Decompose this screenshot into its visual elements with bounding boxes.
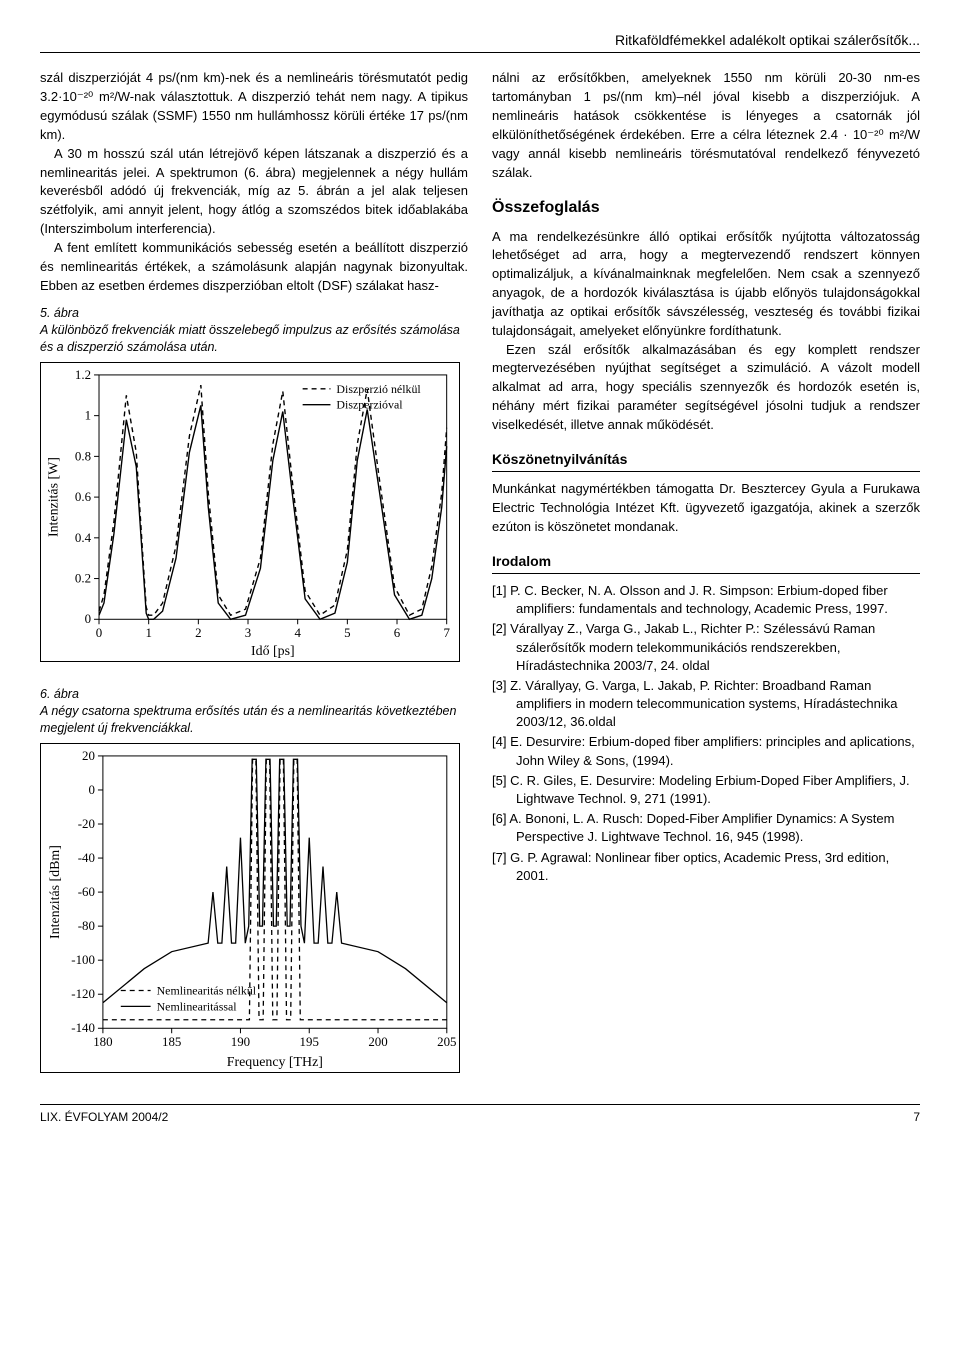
figure-6-chart: -140 -120 -100 -80 -60 -40 -20 0 20 180 185 190 195 2… (40, 743, 460, 1073)
svg-text:1: 1 (85, 408, 91, 423)
svg-text:-100: -100 (71, 952, 95, 967)
acknowledgements-body: Munkánkat nagymértékben támogatta Dr. Be… (492, 480, 920, 537)
svg-text:185: 185 (162, 1034, 181, 1049)
svg-text:1: 1 (145, 625, 151, 640)
svg-text:0.6: 0.6 (75, 489, 92, 504)
running-header: Ritkaföldfémekkel adalékolt optikai szál… (40, 30, 920, 53)
svg-text:20: 20 (82, 747, 95, 762)
svg-text:5: 5 (344, 625, 350, 640)
reference-item: [5] C. R. Giles, E. Desurvire: Modeling … (492, 772, 920, 808)
svg-text:6: 6 (394, 625, 401, 640)
svg-text:0: 0 (96, 625, 102, 640)
summary-heading: Összefoglalás (492, 196, 920, 219)
body-paragraph: A 30 m hosszú szál után létrejövő képen … (40, 145, 468, 239)
figure-5-chart: 0 0.2 0.4 0.6 0.8 1 1.2 0 1 2 3 4 5 6 7 Idő [ps] Intenzi… (40, 362, 460, 662)
svg-text:Intenzitás [W]: Intenzitás [W] (46, 457, 61, 537)
svg-text:205: 205 (437, 1034, 456, 1049)
reference-item: [6] A. Bononi, L. A. Rusch: Doped-Fiber … (492, 810, 920, 846)
body-paragraph: Ezen szál erősítők alkalmazásában és egy… (492, 341, 920, 435)
svg-text:0: 0 (88, 781, 94, 796)
footer-page-number: 7 (913, 1109, 920, 1126)
reference-item: [1] P. C. Becker, N. A. Olsson and J. R.… (492, 582, 920, 618)
svg-text:-20: -20 (78, 816, 95, 831)
body-paragraph: szál diszperzióját 4 ps/(nm km)-nek és a… (40, 69, 468, 144)
body-paragraph: nálni az erősítőkben, amelyeknek 1550 nm… (492, 69, 920, 182)
svg-text:Nemlinearitással: Nemlinearitással (157, 999, 238, 1013)
svg-text:2: 2 (195, 625, 201, 640)
svg-text:-60: -60 (78, 884, 95, 899)
reference-item: [2] Várallyay Z., Varga G., Jakab L., Ri… (492, 620, 920, 675)
page-footer: LIX. ÉVFOLYAM 2004/2 7 (40, 1104, 920, 1126)
svg-text:-40: -40 (78, 850, 95, 865)
svg-text:0.4: 0.4 (75, 530, 92, 545)
svg-text:Diszperzióval: Diszperzióval (336, 398, 403, 412)
svg-text:Diszperzió nélkül: Diszperzió nélkül (336, 382, 421, 396)
svg-text:0: 0 (85, 611, 91, 626)
svg-text:0.2: 0.2 (75, 571, 91, 586)
svg-text:1.2: 1.2 (75, 367, 91, 382)
svg-text:190: 190 (231, 1034, 250, 1049)
svg-text:Idő [ps]: Idő [ps] (251, 644, 295, 659)
body-paragraph: A fent említett kommunikációs sebesség e… (40, 239, 468, 296)
acknowledgements-heading: Köszönetnyilvánítás (492, 449, 920, 472)
left-column: szál diszperzióját 4 ps/(nm km)-nek és a… (40, 69, 468, 1086)
svg-text:-80: -80 (78, 918, 95, 933)
svg-text:Frequency [THz]: Frequency [THz] (227, 1055, 323, 1070)
right-column: nálni az erősítőkben, amelyeknek 1550 nm… (492, 69, 920, 1086)
svg-text:180: 180 (93, 1034, 112, 1049)
figure-6-caption: 6. ábra A négy csatorna spektruma erősít… (40, 686, 468, 737)
svg-text:Intenzitás [dBm]: Intenzitás [dBm] (48, 845, 63, 939)
reference-item: [4] E. Desurvire: Erbium-doped fiber amp… (492, 733, 920, 769)
svg-text:3: 3 (245, 625, 251, 640)
body-paragraph: A ma rendelkezésünkre álló optikai erősí… (492, 228, 920, 341)
svg-text:200: 200 (368, 1034, 387, 1049)
footer-issue: LIX. ÉVFOLYAM 2004/2 (40, 1109, 168, 1126)
svg-text:195: 195 (300, 1034, 319, 1049)
references-list: [1] P. C. Becker, N. A. Olsson and J. R.… (492, 582, 920, 885)
svg-text:7: 7 (443, 625, 450, 640)
svg-text:0.8: 0.8 (75, 448, 91, 463)
svg-text:4: 4 (294, 625, 301, 640)
reference-item: [3] Z. Várallyay, G. Varga, L. Jakab, P.… (492, 677, 920, 732)
svg-text:-140: -140 (71, 1020, 95, 1035)
svg-text:Nemlinearitás nélkül: Nemlinearitás nélkül (157, 983, 257, 997)
two-column-layout: szál diszperzióját 4 ps/(nm km)-nek és a… (40, 69, 920, 1086)
svg-text:-120: -120 (71, 986, 95, 1001)
references-heading: Irodalom (492, 551, 920, 574)
reference-item: [7] G. P. Agrawal: Nonlinear fiber optic… (492, 849, 920, 885)
figure-5-caption: 5. ábra A különböző frekvenciák miatt ös… (40, 305, 468, 356)
